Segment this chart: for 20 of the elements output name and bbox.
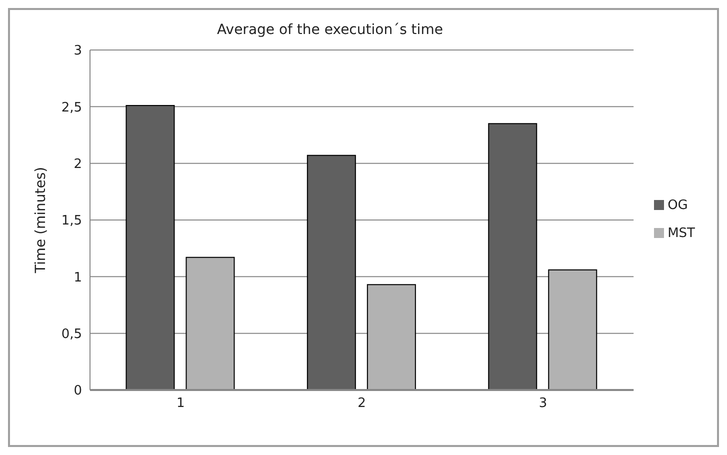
bar bbox=[126, 105, 175, 390]
y-tick-label: 2 bbox=[74, 156, 82, 172]
bar bbox=[186, 256, 235, 390]
bar bbox=[488, 123, 538, 390]
x-tick-label: 1 bbox=[176, 396, 185, 412]
legend-label: OG bbox=[668, 198, 688, 213]
bar bbox=[366, 284, 416, 390]
y-tick-label: 2,5 bbox=[61, 100, 82, 116]
y-tick-label: 1,5 bbox=[61, 214, 82, 229]
legend-label: MST bbox=[668, 226, 695, 241]
bar bbox=[548, 269, 598, 390]
y-axis-title: Time (minutes) bbox=[32, 166, 49, 274]
y-tick-label: 0,5 bbox=[61, 326, 82, 342]
y-tick-label: 1 bbox=[74, 270, 82, 286]
x-tick-label: 2 bbox=[358, 396, 366, 412]
chart-title: Average of the execution´s time bbox=[216, 22, 444, 38]
x-tick-label: 3 bbox=[538, 396, 548, 412]
y-tick-label: 0 bbox=[74, 384, 82, 399]
bar bbox=[306, 154, 356, 390]
y-tick-label: 3 bbox=[74, 44, 82, 59]
